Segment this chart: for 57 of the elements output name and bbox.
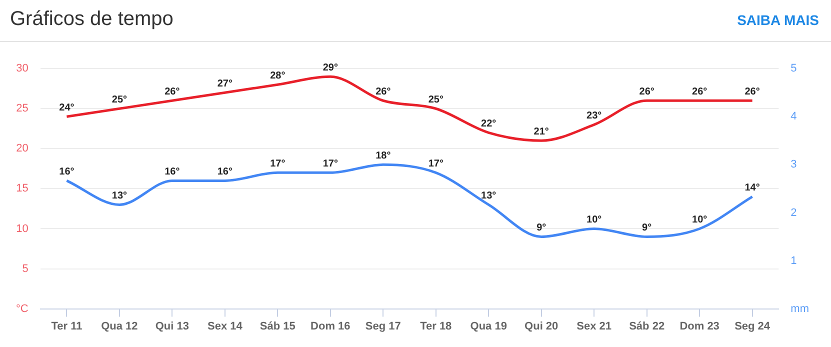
y-tick-label: 30 (16, 62, 28, 75)
y-tick-label: °C (16, 302, 28, 315)
data-label: 26° (639, 86, 654, 98)
data-label: 10° (586, 214, 602, 226)
chart-title: Gráficos de tempo (10, 8, 174, 31)
x-tick-label: Ter 18 (420, 320, 452, 332)
data-label: 27° (217, 78, 232, 90)
data-label: 9° (536, 222, 546, 234)
data-label: 26° (692, 86, 708, 98)
y-tick-label: 20 (16, 142, 28, 155)
data-label: 18° (376, 150, 391, 162)
x-tick-label: Dom 23 (680, 320, 720, 332)
data-label: 28° (270, 70, 286, 82)
y-tick-label: 10 (16, 222, 28, 235)
data-label: 14° (744, 182, 760, 194)
data-label: 26° (164, 86, 180, 98)
data-label: 16° (59, 166, 74, 178)
x-tick-label: Seg 17 (365, 320, 401, 332)
data-label: 17° (322, 158, 338, 170)
y2-tick-label: 2 (790, 206, 797, 219)
y2-tick-label: 3 (790, 158, 797, 171)
data-label: 25° (428, 94, 444, 106)
x-tick-label: Seg 24 (734, 320, 771, 332)
y2-tick-label: mm (790, 302, 809, 315)
data-label: 17° (428, 158, 444, 170)
x-tick-label: Ter 11 (51, 320, 82, 332)
y2-tick-label: 4 (790, 110, 797, 123)
y-tick-label: 15 (16, 182, 28, 195)
x-tick-label: Qua 19 (470, 320, 507, 332)
data-label: 17° (270, 158, 286, 170)
data-label: 22° (481, 118, 496, 130)
data-label: 25° (112, 94, 128, 106)
y-tick-label: 5 (22, 262, 28, 275)
data-label: 10° (692, 214, 708, 226)
data-label: 26° (744, 86, 760, 98)
data-label: 21° (534, 126, 549, 138)
data-label: 13° (481, 190, 496, 202)
x-tick-label: Qua 12 (101, 320, 138, 332)
data-label: 29° (322, 62, 338, 74)
x-tick-label: Sex 21 (576, 320, 612, 332)
data-label: 24° (59, 102, 74, 114)
data-label: 13° (112, 190, 128, 202)
text: SAIBA MAIS (737, 12, 819, 28)
x-tick-label: Dom 16 (310, 320, 350, 332)
x-tick-label: Qui 20 (524, 320, 558, 332)
data-label: 9° (642, 222, 652, 234)
x-tick-label: Sáb 15 (260, 320, 296, 332)
x-tick-label: Qui 13 (155, 320, 189, 332)
data-label: 23° (586, 110, 602, 122)
y2-tick-label: 1 (790, 254, 797, 267)
y2-tick-label: 5 (790, 62, 797, 75)
x-tick-label: Sáb 22 (629, 320, 665, 332)
data-label: 26° (376, 86, 391, 98)
data-label: 16° (217, 166, 232, 178)
y-tick-label: 25 (16, 102, 28, 115)
x-tick-label: Sex 14 (207, 320, 244, 332)
data-label: 16° (164, 166, 180, 178)
